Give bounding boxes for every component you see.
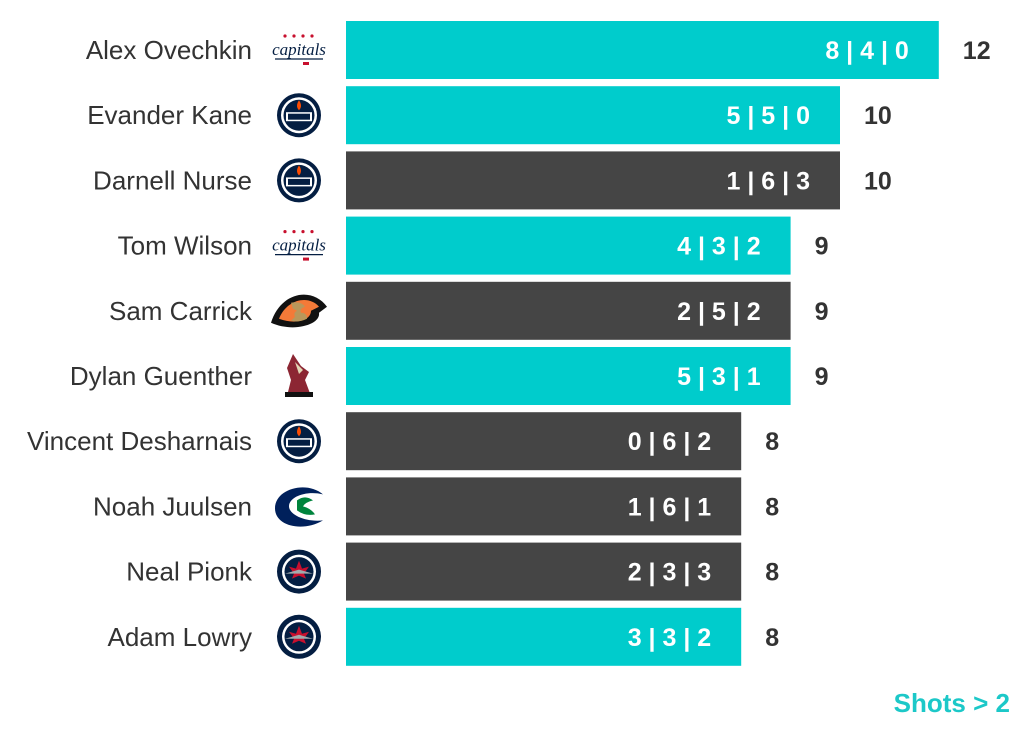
player-name: Sam Carrick [109, 296, 253, 326]
bar [346, 347, 791, 405]
player-name: Neal Pionk [126, 557, 253, 587]
svg-text:capitals: capitals [272, 40, 326, 59]
total-value-label: 10 [864, 102, 892, 130]
total-value-label: 8 [765, 428, 779, 456]
bar [346, 607, 742, 666]
player-name: Tom Wilson [118, 231, 252, 261]
total-value-label: 8 [765, 559, 779, 587]
player-name: Dylan Guenther [70, 361, 252, 391]
bar [346, 542, 742, 601]
total-value-label: 8 [765, 624, 779, 652]
total-value-label: 9 [815, 233, 829, 261]
bar-breakdown-label: 1 | 6 | 1 [628, 493, 712, 521]
total-value-label: 9 [815, 363, 829, 391]
bar [346, 412, 742, 471]
total-value-label: 8 [765, 493, 779, 521]
oilers-logo-icon [277, 158, 321, 203]
bar-breakdown-label: 1 | 6 | 3 [727, 167, 810, 195]
capitals-logo-icon: capitals [272, 230, 326, 261]
footnote: Shots > 2 [893, 688, 1010, 718]
total-value-label: 12 [963, 37, 991, 65]
bar [346, 151, 840, 210]
total-value-label: 9 [815, 298, 829, 326]
player-name: Adam Lowry [108, 622, 253, 652]
oilers-logo-icon [277, 93, 321, 138]
canucks-logo-icon [275, 487, 323, 527]
bar-breakdown-label: 3 | 3 | 2 [628, 624, 711, 652]
player-name: Evander Kane [87, 100, 252, 130]
jets-logo-icon [277, 549, 321, 594]
player-name: Alex Ovechkin [86, 35, 252, 65]
bar-breakdown-label: 8 | 4 | 0 [825, 37, 908, 65]
bar [346, 216, 791, 275]
bar-breakdown-label: 4 | 3 | 2 [677, 233, 760, 261]
bar-breakdown-label: 5 | 3 | 1 [677, 363, 761, 391]
bar-breakdown-label: 5 | 5 | 0 [727, 102, 810, 130]
player-name: Noah Juulsen [93, 491, 252, 521]
bar [346, 86, 840, 145]
player-name: Vincent Desharnais [27, 426, 252, 456]
total-value-label: 10 [864, 167, 892, 195]
bar-breakdown-label: 2 | 5 | 2 [677, 298, 760, 326]
bar [346, 281, 791, 340]
capitals-logo-icon: capitals [272, 34, 326, 65]
jets-logo-icon [277, 614, 321, 659]
ducks-logo-icon [271, 294, 327, 328]
bar-breakdown-label: 2 | 3 | 3 [628, 559, 711, 587]
coyotes-logo-icon [285, 354, 313, 397]
bar-breakdown-label: 0 | 6 | 2 [628, 428, 711, 456]
bar [346, 477, 742, 536]
oilers-logo-icon [277, 419, 321, 464]
player-name: Darnell Nurse [93, 165, 252, 195]
bar [346, 21, 939, 79]
svg-text:capitals: capitals [272, 236, 326, 255]
